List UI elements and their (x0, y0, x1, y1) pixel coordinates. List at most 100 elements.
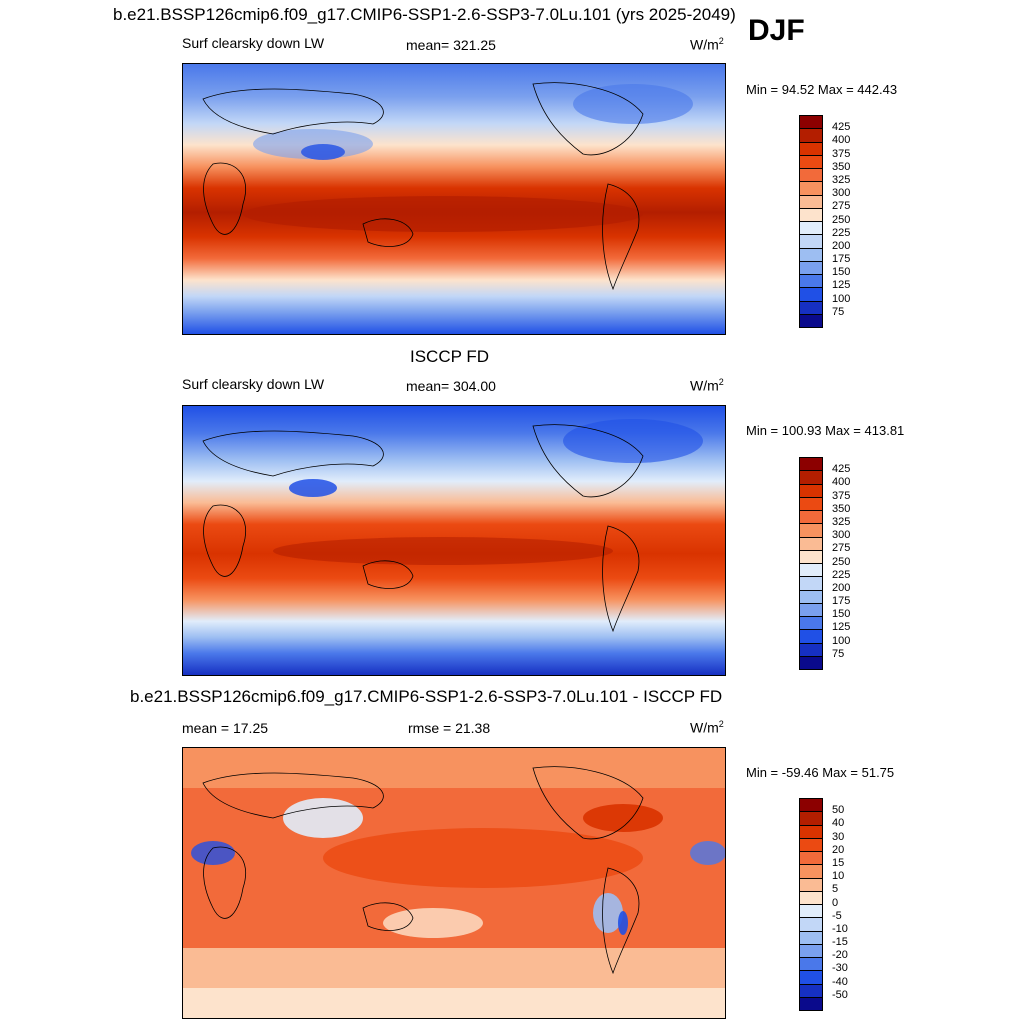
panel-1-colorbar-swatch (800, 300, 822, 314)
panel-2-colorbar-label: 350 (832, 502, 851, 515)
panel-2-colorbar-swatch (800, 563, 822, 577)
panel-1-colorbar-label: 225 (832, 226, 851, 239)
panel-3-colorbar-label: 20 (832, 843, 845, 856)
panel-1-left-label: Surf clearsky down LW (182, 35, 325, 51)
panel-3-colorbar-swatch (800, 864, 822, 878)
panel-3-colorbar-swatch (800, 799, 822, 812)
panel-2-colorbar (799, 457, 823, 670)
panel-1-colorbar-swatch (800, 234, 822, 248)
panel-1-title: b.e21.BSSP126cmip6.f09_g17.CMIP6-SSP1-2.… (113, 5, 736, 24)
panel-3-colorbar-label: 10 (832, 870, 845, 883)
panel-3-colorbar (799, 798, 823, 1011)
panel-2-colorbar-swatch (800, 483, 822, 497)
panel-2-title: ISCCP FD (410, 347, 490, 366)
panel-3-colorbar-label: 0 (832, 896, 839, 909)
panel-2-map-svg (183, 406, 725, 675)
panel-3-colorbar-label: -30 (832, 962, 848, 975)
panel-1-mean: mean= 321.25 (406, 37, 496, 53)
panel-1-colorbar-swatch (800, 116, 822, 129)
panel-1-colorbar-label: 250 (832, 213, 851, 226)
panel-3-colorbar-swatch (800, 983, 822, 997)
panel-2-colorbar-label: 125 (832, 621, 851, 634)
panel-3-colorbar-label: -50 (832, 988, 848, 1001)
panel-2-units: W/m2 (690, 377, 724, 394)
panel-1-map-svg (183, 64, 725, 334)
panel-3-map (182, 747, 726, 1019)
panel-1-colorbar-swatch (800, 221, 822, 235)
panel-2-colorbar-label: 175 (832, 595, 851, 608)
panel-1-colorbar-swatch (800, 181, 822, 195)
panel-2-colorbar-swatch (800, 655, 822, 669)
panel-1-colorbar-swatch (800, 168, 822, 182)
panel-1-colorbar (799, 115, 823, 328)
panel-2-colorbar-label: 225 (832, 568, 851, 581)
panel-3-colorbar-swatch (800, 943, 822, 957)
panel-2-colorbar-swatch (800, 642, 822, 656)
panel-3-colorbar-swatch (800, 917, 822, 931)
panel-1-colorbar-swatch (800, 313, 822, 327)
panel-1-colorbar-swatch (800, 260, 822, 274)
panel-1-colorbar-swatch (800, 274, 822, 288)
panel-1-colorbar-label: 325 (832, 173, 851, 186)
panel-3-title: b.e21.BSSP126cmip6.f09_g17.CMIP6-SSP1-2.… (130, 687, 723, 706)
panel-3-colorbar-swatch (800, 851, 822, 865)
panel-3-colorbar-labels: 50 40 30 20 15 10 5 0 -5 -10 -15 -20 -30 -40 -50 (832, 798, 872, 1011)
panel-2-colorbar-swatch (800, 549, 822, 563)
panel-3-rmse: rmse = 21.38 (408, 720, 491, 736)
panel-1-colorbar-swatch (800, 154, 822, 168)
panel-2-colorbar-label: 75 (832, 647, 845, 660)
panel-3-colorbar-swatch (800, 824, 822, 838)
panel-2-minmax: Min = 100.93 Max = 413.81 (746, 423, 905, 438)
panel-3-colorbar-label: 50 (832, 804, 845, 817)
panel-1-colorbar-label: 375 (832, 147, 851, 160)
panel-1-colorbar-label: 125 (832, 279, 851, 292)
panel-2-colorbar-swatch (800, 602, 822, 616)
panel-3-colorbar-swatch (800, 837, 822, 851)
panel-1-colorbar-label: 200 (832, 239, 851, 252)
panel-2-colorbar-label: 325 (832, 515, 851, 528)
panel-3-units: W/m2 (690, 719, 724, 736)
panel-3-colorbar-label: -15 (832, 936, 848, 949)
panel-2-colorbar-label: 150 (832, 608, 851, 621)
panel-1-colorbar-label: 350 (832, 160, 851, 173)
panel-1-colorbar-swatch (800, 247, 822, 261)
panel-2-colorbar-swatch (800, 576, 822, 590)
panel-3-minmax: Min = -59.46 Max = 51.75 (746, 765, 895, 780)
panel-2-colorbar-swatch (800, 496, 822, 510)
panel-2-colorbar-swatch (800, 458, 822, 471)
panel-3-colorbar-label: -20 (832, 949, 848, 962)
panel-2-colorbar-label: 300 (832, 529, 851, 542)
panel-3-colorbar-label: -5 (832, 909, 842, 922)
panel-2-colorbar-swatch (800, 470, 822, 484)
panel-1-colorbar-swatch (800, 287, 822, 301)
panel-1-colorbar-label: 75 (832, 305, 845, 318)
panel-3-colorbar-label: 30 (832, 830, 845, 843)
panel-3-mean: mean = 17.25 (182, 720, 269, 736)
panel-2-colorbar-label: 425 (832, 463, 851, 476)
panel-1-units: W/m2 (690, 36, 724, 53)
panel-3-colorbar-swatch (800, 996, 822, 1010)
panel-3-map-svg (183, 748, 725, 1018)
panel-3-colorbar-label: -40 (832, 975, 848, 988)
panel-2-mean: mean= 304.00 (406, 378, 496, 394)
panel-2-colorbar-label: 400 (832, 476, 851, 489)
panel-2-colorbar-swatch (800, 616, 822, 630)
season-label: DJF (748, 14, 805, 47)
panel-1-colorbar-swatch (800, 194, 822, 208)
panel-2-colorbar-swatch (800, 589, 822, 603)
panel-2-colorbar-labels: 425 400 375 350 325 300 275 250 225 200 175 150 125 1… (832, 457, 872, 670)
panel-2-colorbar-label: 100 (832, 634, 851, 647)
panel-3-colorbar-swatch (800, 970, 822, 984)
panel-3-colorbar-label: 15 (832, 856, 845, 869)
panel-2-left-label: Surf clearsky down LW (182, 376, 325, 392)
panel-3-colorbar-label: -10 (832, 922, 848, 935)
panel-2-colorbar-swatch (800, 523, 822, 537)
panel-1-colorbar-label: 400 (832, 134, 851, 147)
panel-1-colorbar-swatch (800, 207, 822, 221)
panel-2-colorbar-swatch (800, 536, 822, 550)
panel-3-colorbar-label: 5 (832, 883, 839, 896)
panel-1-colorbar-label: 425 (832, 121, 851, 134)
panel-2-colorbar-label: 275 (832, 542, 851, 555)
panel-1-colorbar-swatch (800, 128, 822, 142)
panel-3-colorbar-swatch (800, 877, 822, 891)
